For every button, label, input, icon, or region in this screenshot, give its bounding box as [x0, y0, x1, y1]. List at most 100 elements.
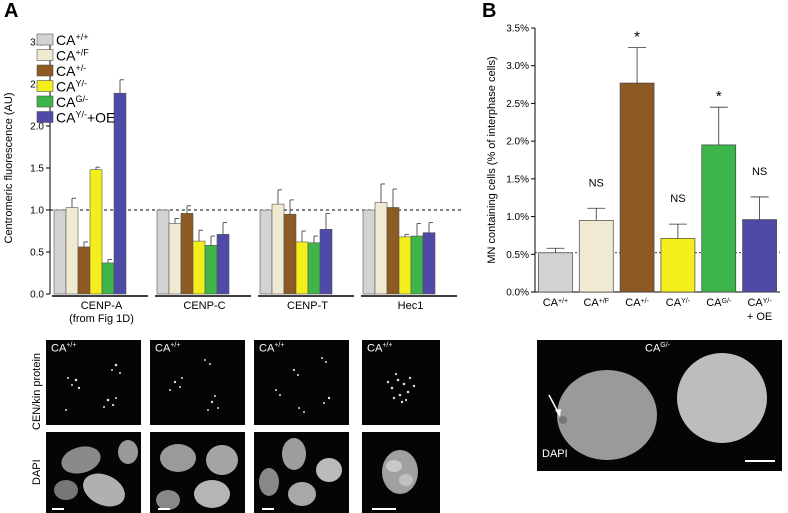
bar	[386, 207, 400, 295]
scale-bar	[262, 508, 274, 510]
bar	[742, 219, 777, 293]
y-tick-label: 2.0	[30, 122, 44, 133]
micrograph-label: CA+/+	[51, 342, 77, 355]
panel-a-letter: A	[4, 0, 19, 22]
x-tick-label: CA+/F	[583, 297, 609, 309]
x-tick-label-line2: + OE	[747, 311, 772, 323]
micrograph-cenpa-dapi	[46, 432, 141, 513]
significance-label: NS	[589, 177, 604, 189]
dapi-nuclei-image	[548, 353, 767, 460]
y-tick-label: 1.5	[30, 164, 44, 175]
bar	[113, 92, 127, 295]
legend-entry: CAY/-	[56, 79, 87, 95]
micrograph-panel-b-dapi: CAG/- DAPI	[537, 340, 782, 471]
legend-swatch	[36, 95, 54, 108]
bar	[374, 202, 388, 295]
bar	[660, 238, 696, 293]
kinetochore-dots-image	[65, 363, 121, 411]
legend-entry: CAY/-+OE	[56, 110, 115, 126]
y-tick-label: 0.5%	[506, 250, 529, 261]
bar	[538, 252, 573, 293]
micrograph-cenpa-protein: CA+/+	[46, 340, 141, 425]
bar	[65, 207, 79, 295]
legend-entry: CA+/+	[56, 32, 88, 48]
micrograph-genotype-label: CAG/-	[645, 342, 671, 355]
bar	[89, 169, 103, 295]
micrograph-label: CA+/+	[155, 342, 181, 355]
x-tick-label: CAY/-	[666, 297, 691, 309]
group-sublabel: (from Fig 1D)	[69, 313, 134, 325]
group-label: Hec1	[398, 300, 424, 312]
legend-entry: CA+/F	[56, 48, 89, 64]
bar	[271, 203, 285, 295]
legend-entry: CAG/-	[56, 94, 88, 110]
scale-bar	[158, 508, 170, 510]
significance-label: NS	[670, 193, 685, 205]
significance-label: *	[634, 29, 640, 46]
micrograph-cenpt-dapi	[254, 432, 349, 513]
y-tick-label: 0.5	[30, 248, 44, 259]
y-tick-label: 3.0%	[506, 61, 529, 72]
significance-label: NS	[752, 166, 767, 178]
y-tick-label: 3.5%	[506, 24, 529, 35]
x-tick-label: CAY/-	[747, 297, 772, 309]
x-tick-label: CAG/-	[706, 297, 732, 309]
micrograph-cenpc-dapi	[150, 432, 245, 513]
legend-swatch	[36, 64, 54, 77]
legend-swatch	[36, 111, 54, 123]
y-tick-label: 1.5%	[506, 174, 529, 185]
group-label: CENP-A	[81, 300, 123, 312]
y-tick-label: 2.5%	[506, 99, 529, 110]
micrograph-stain-label: DAPI	[542, 448, 568, 460]
bar	[422, 232, 436, 295]
bar	[307, 242, 321, 295]
scale-bar	[372, 508, 396, 510]
micrograph-cenpc-protein: CA+/+	[150, 340, 245, 425]
x-tick-label: CA+/-	[625, 297, 649, 309]
bar	[701, 144, 737, 293]
bar	[398, 236, 412, 295]
panel-b-letter: B	[482, 0, 497, 22]
significance-label: *	[716, 88, 722, 105]
bar	[283, 213, 297, 295]
row-label-cen-kin: CEN/kin protein	[31, 352, 43, 430]
kinetochore-dots-image	[169, 359, 219, 411]
y-tick-label: 1.0	[30, 206, 44, 217]
y-axis-label: MN containing cells (% of interphase cel…	[486, 56, 498, 263]
legend-swatch	[36, 33, 54, 46]
bar	[619, 82, 655, 293]
scale-bar	[745, 460, 775, 462]
bar	[192, 240, 206, 295]
legend-swatch	[36, 80, 54, 92]
micrograph-hec1-dapi	[362, 432, 440, 513]
scale-bar	[52, 508, 64, 510]
y-tick-label: 0.0	[30, 290, 44, 301]
bar	[295, 241, 309, 295]
bar	[180, 213, 194, 295]
bar	[168, 223, 182, 295]
dapi-nuclei-image	[156, 444, 238, 510]
bar	[156, 209, 170, 295]
bar	[362, 209, 376, 295]
y-axis-label: Centromeric fluorescence (AU)	[3, 93, 15, 244]
legend-swatch	[36, 49, 54, 61]
bar	[410, 235, 424, 295]
kinetochore-dots-image	[386, 372, 416, 404]
legend-entry: CA+/-	[56, 63, 86, 79]
bar	[77, 246, 91, 295]
x-tick-label: CA+/+	[543, 297, 568, 309]
y-tick-label: 2.0%	[506, 137, 529, 148]
group-label: CENP-T	[287, 300, 328, 312]
group-label: CENP-C	[183, 300, 225, 312]
micrograph-label: CA+/+	[259, 342, 285, 355]
bar	[204, 244, 218, 295]
kinetochore-dots-image	[275, 357, 331, 413]
micrograph-hec1-protein: CA+/+	[362, 340, 440, 425]
bar	[101, 262, 115, 295]
dapi-nuclei-image	[54, 440, 138, 507]
bar	[319, 229, 333, 295]
bar	[216, 234, 230, 295]
y-tick-label: 0.0%	[506, 288, 529, 299]
micrograph-cenpt-protein: CA+/+	[254, 340, 349, 425]
